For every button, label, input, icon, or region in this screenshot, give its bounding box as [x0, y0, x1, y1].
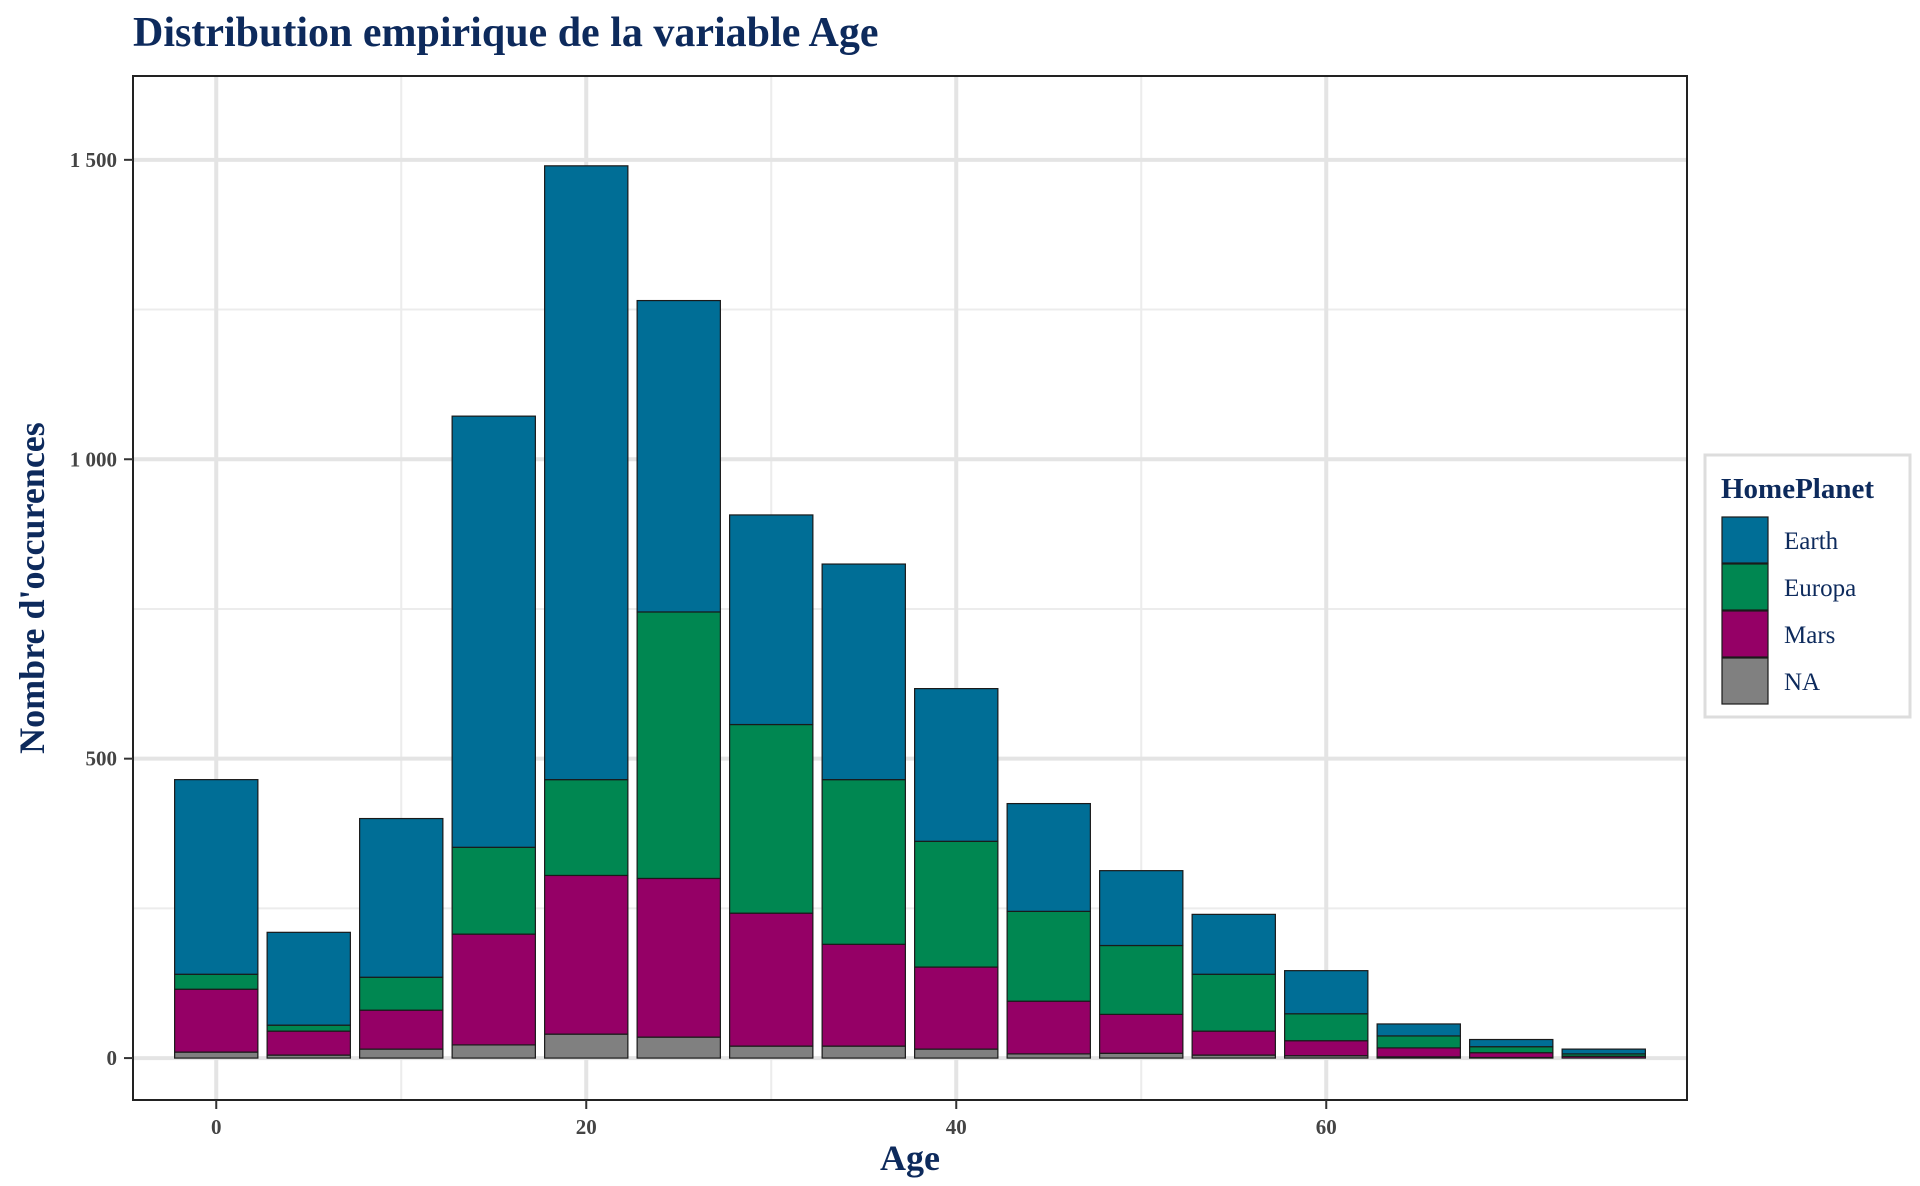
- bar-mars-5: [266, 1030, 351, 1056]
- bar-europa-10: [359, 976, 444, 1011]
- bar-earth-10: [359, 817, 444, 978]
- bar-na-15: [451, 1044, 536, 1059]
- bar-earth-70: [1469, 1038, 1554, 1048]
- y-tick-label: 1 500: [70, 148, 117, 172]
- bar-mars-10: [359, 1009, 444, 1050]
- y-tick-label: 500: [86, 747, 118, 771]
- legend-label-na: NA: [1784, 669, 1820, 696]
- bar-earth-75: [1561, 1048, 1646, 1055]
- bar-europa-40: [914, 840, 999, 968]
- chart-title: Distribution empirique de la variable Ag…: [133, 10, 879, 56]
- bar-mars-65: [1376, 1047, 1461, 1058]
- bar-mars-15: [451, 933, 536, 1046]
- bar-mars-0: [174, 988, 259, 1053]
- x-tick-label: 40: [946, 1115, 967, 1139]
- bar-mars-30: [729, 912, 814, 1047]
- bar-na-10: [359, 1048, 444, 1059]
- legend-label-mars: Mars: [1784, 622, 1835, 649]
- bar-mars-20: [544, 874, 629, 1035]
- x-axis-ticks: 0 20 40 60: [211, 1100, 1337, 1139]
- bar-earth-40: [914, 688, 999, 842]
- legend-key-mars: [1721, 610, 1769, 658]
- bar-mars-40: [914, 966, 999, 1050]
- bar-earth-5: [266, 931, 351, 1026]
- bar-europa-15: [451, 846, 536, 935]
- y-tick-label: 0: [107, 1046, 118, 1070]
- legend-label-earth: Earth: [1784, 528, 1839, 555]
- bar-mars-70: [1469, 1052, 1554, 1059]
- bar-earth-45: [1006, 802, 1091, 912]
- bar-earth-60: [1284, 970, 1369, 1015]
- bar-mars-50: [1099, 1013, 1184, 1054]
- plot-panel-border: [132, 75, 1688, 1101]
- legend-label-europa: Europa: [1784, 575, 1856, 602]
- bar-europa-20: [544, 779, 629, 877]
- bar-earth-30: [729, 514, 814, 726]
- bar-mars-55: [1191, 1030, 1276, 1056]
- bar-mars-45: [1006, 1000, 1091, 1055]
- legend-key-na: [1721, 657, 1769, 705]
- y-tick-label: 1 000: [70, 447, 117, 471]
- bar-europa-5: [266, 1024, 351, 1032]
- bar-mars-35: [821, 943, 906, 1047]
- bar-na-40: [914, 1048, 999, 1059]
- legend-title: HomePlanet: [1721, 473, 1874, 505]
- x-tick-label: 20: [576, 1115, 597, 1139]
- x-tick-label: 60: [1316, 1115, 1337, 1139]
- bar-earth-65: [1376, 1023, 1461, 1037]
- bar-earth-20: [544, 165, 629, 781]
- bar-na-35: [821, 1045, 906, 1059]
- y-axis-ticks: 0 500 1 000 1 500: [70, 148, 133, 1070]
- bar-europa-50: [1099, 944, 1184, 1015]
- bars: [174, 165, 1646, 1059]
- bar-europa-25: [636, 611, 721, 880]
- bar-europa-35: [821, 779, 906, 945]
- bar-earth-55: [1191, 913, 1276, 975]
- bar-europa-60: [1284, 1013, 1369, 1042]
- bar-earth-25: [636, 299, 721, 613]
- bar-na-25: [636, 1036, 721, 1059]
- bar-earth-0: [174, 779, 259, 975]
- bar-earth-35: [821, 563, 906, 781]
- bar-na-30: [729, 1045, 814, 1059]
- bar-na-0: [174, 1051, 259, 1059]
- bar-mars-25: [636, 877, 721, 1038]
- bar-europa-45: [1006, 910, 1091, 1002]
- bar-earth-15: [451, 415, 536, 848]
- y-axis-title: Nombre d'occurences: [12, 422, 52, 754]
- bar-na-50: [1099, 1052, 1184, 1059]
- bar-europa-0: [174, 973, 259, 990]
- bar-europa-30: [729, 723, 814, 914]
- legend-key-earth: [1721, 516, 1769, 564]
- legend: HomePlanet Earth Europa Mars NA: [1703, 453, 1912, 719]
- bar-mars-60: [1284, 1040, 1369, 1057]
- bar-na-20: [544, 1033, 629, 1059]
- bar-europa-55: [1191, 973, 1276, 1032]
- x-tick-label: 0: [211, 1115, 222, 1139]
- bar-europa-65: [1376, 1035, 1461, 1049]
- bar-na-45: [1006, 1053, 1091, 1059]
- legend-key-europa: [1721, 563, 1769, 611]
- x-axis-title: Age: [880, 1138, 940, 1178]
- bar-earth-50: [1099, 870, 1184, 947]
- bar-europa-70: [1469, 1046, 1554, 1054]
